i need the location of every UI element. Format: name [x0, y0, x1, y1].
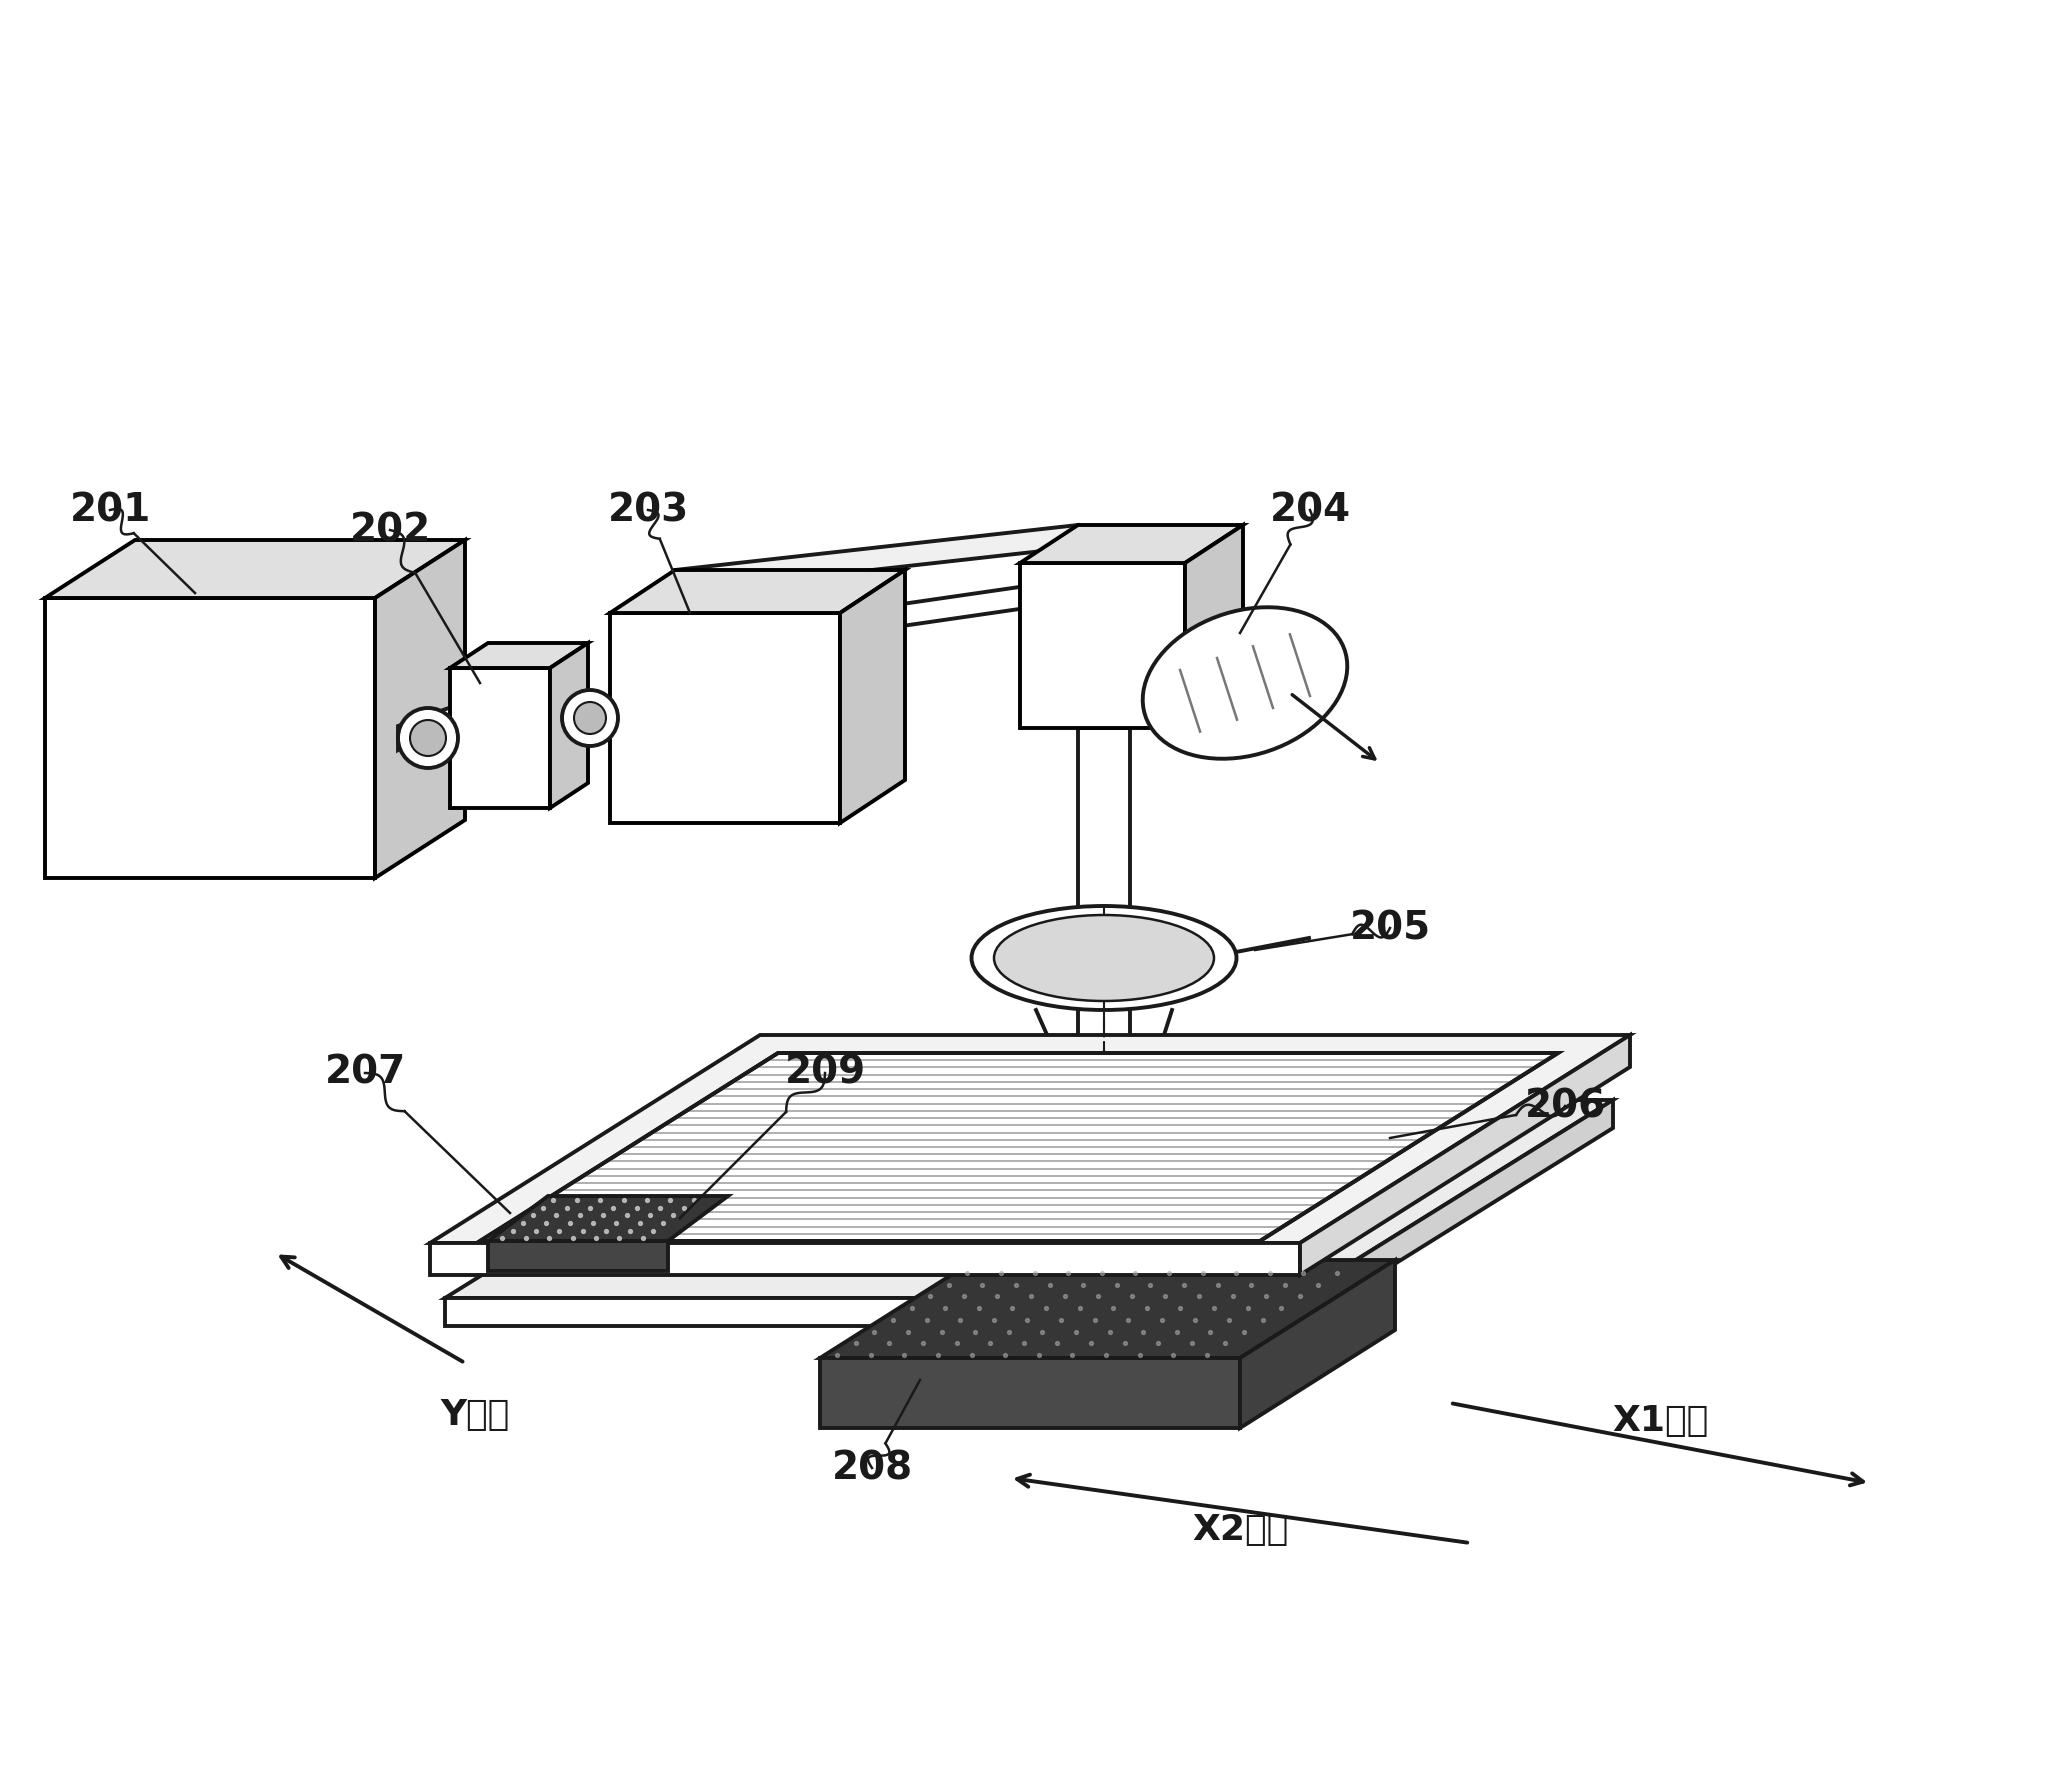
Text: 207: 207	[324, 1054, 405, 1092]
Circle shape	[409, 720, 446, 756]
Text: 208: 208	[831, 1449, 913, 1486]
Text: X2方向: X2方向	[1192, 1513, 1287, 1547]
Polygon shape	[676, 525, 1078, 592]
Polygon shape	[45, 541, 465, 597]
Polygon shape	[609, 571, 905, 613]
Polygon shape	[45, 597, 376, 878]
Text: 206: 206	[1525, 1086, 1605, 1125]
Polygon shape	[1295, 1101, 1614, 1326]
Polygon shape	[376, 541, 465, 878]
Circle shape	[574, 702, 605, 734]
Circle shape	[562, 690, 618, 747]
Polygon shape	[1021, 564, 1186, 727]
Polygon shape	[1142, 608, 1347, 759]
Polygon shape	[488, 1197, 727, 1241]
Polygon shape	[479, 1053, 1558, 1241]
Text: 202: 202	[349, 510, 430, 549]
Polygon shape	[450, 644, 589, 669]
Polygon shape	[820, 1358, 1240, 1428]
Ellipse shape	[994, 916, 1215, 1001]
Text: 204: 204	[1269, 491, 1351, 530]
Text: Y方向: Y方向	[440, 1398, 510, 1431]
Text: 209: 209	[785, 1054, 866, 1092]
Polygon shape	[444, 1298, 1295, 1326]
Polygon shape	[444, 1101, 1614, 1298]
Polygon shape	[488, 1241, 667, 1271]
Polygon shape	[550, 644, 589, 807]
Polygon shape	[1300, 1035, 1630, 1275]
Polygon shape	[1186, 525, 1244, 727]
Polygon shape	[430, 1035, 1630, 1243]
Polygon shape	[841, 564, 1186, 635]
Polygon shape	[1240, 1261, 1395, 1428]
Polygon shape	[430, 1243, 1300, 1275]
Polygon shape	[450, 669, 550, 807]
Ellipse shape	[971, 907, 1235, 1010]
Polygon shape	[1078, 727, 1130, 1157]
Text: 201: 201	[70, 491, 151, 530]
Polygon shape	[841, 571, 905, 823]
Text: X1方向: X1方向	[1611, 1405, 1709, 1438]
Polygon shape	[820, 1261, 1395, 1358]
Polygon shape	[1021, 525, 1244, 564]
Polygon shape	[399, 704, 461, 750]
Circle shape	[399, 708, 459, 768]
Polygon shape	[562, 706, 589, 738]
Text: 205: 205	[1349, 909, 1430, 948]
Text: 203: 203	[607, 491, 688, 530]
Polygon shape	[609, 613, 841, 823]
